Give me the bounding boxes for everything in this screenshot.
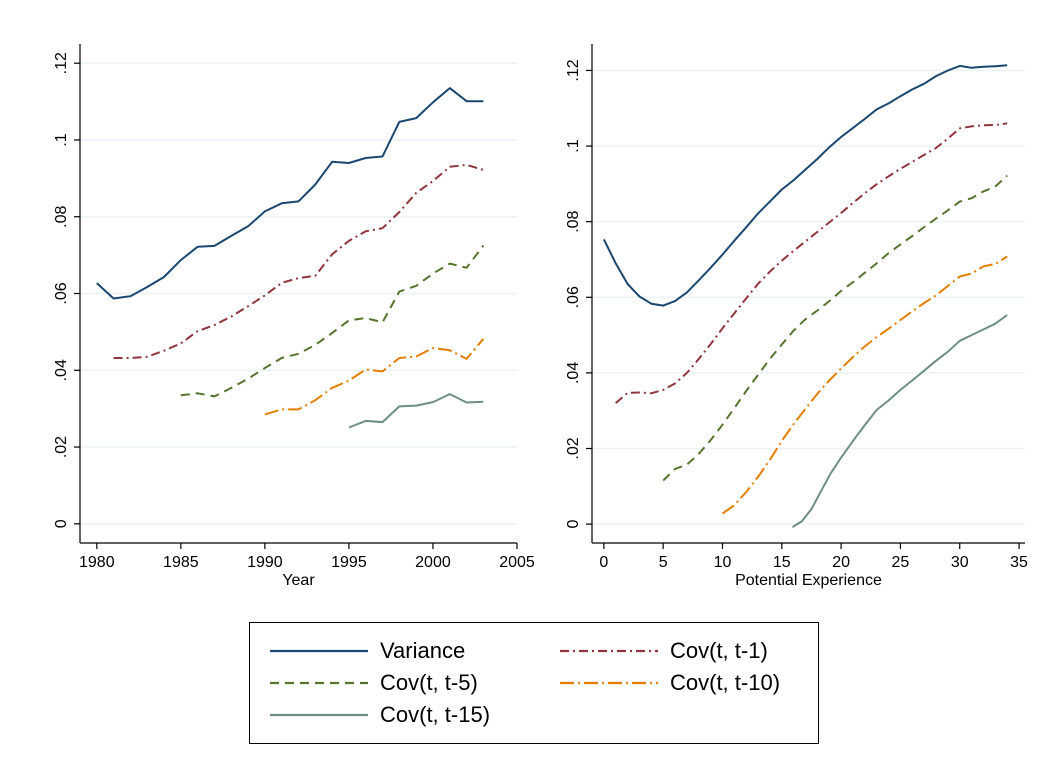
- legend-label-cov-t-t-5: Cov(t, t-5): [380, 670, 478, 695]
- legend-label-cov-t-t-10: Cov(t, t-10): [670, 670, 781, 695]
- y-tick-label-1: .02: [53, 436, 70, 458]
- legend-item-cov-t-t-5: Cov(t, t-5): [262, 667, 512, 699]
- x-tick-label-6: 30: [951, 554, 969, 571]
- y-tick-label-5: .1: [53, 133, 70, 146]
- legend-item-cov-t-t-10: Cov(t, t-10): [552, 667, 812, 699]
- series-line-variance: [603, 64, 1008, 307]
- x-tick-label-4: 2000: [415, 554, 451, 571]
- y-tick-label-4: .08: [53, 206, 70, 228]
- x-tick-label-2: 1990: [247, 554, 283, 571]
- x-tick-label-4: 20: [832, 554, 850, 571]
- x-tick-label-0: 0: [599, 554, 608, 571]
- left-panel-year: 0 .02 .04 .06 .08 .1 .12 1980 1985 1990 1995 2000 20…: [53, 44, 535, 589]
- x-tick-label-5: 2005: [499, 554, 535, 571]
- legend-label-cov-t-t-15: Cov(t, t-15): [380, 702, 491, 727]
- legend-swatch-cov-t-t-5: [270, 681, 368, 685]
- legend-swatch-variance: [270, 649, 368, 653]
- x-tick-label-2: 10: [714, 554, 732, 571]
- y-tick-label-3: .06: [565, 286, 582, 308]
- y-tick-label-2: .04: [565, 362, 582, 384]
- x-tick-label-1: 5: [659, 554, 668, 571]
- legend: Variance Cov(t, t-1) Cov(t, t-5) Cov(t, …: [249, 622, 819, 744]
- x-axis-title: Year: [282, 572, 315, 589]
- series-line-cov-t-t-5: [180, 244, 485, 398]
- y-tick-label-3: .06: [53, 282, 70, 304]
- x-tick-label-3: 15: [773, 554, 791, 571]
- x-axis-title: Potential Experience: [735, 572, 882, 589]
- y-tick-label-5: .1: [565, 139, 582, 152]
- legend-label-cov-t-t-1: Cov(t, t-1): [670, 638, 768, 663]
- y-tick-label-1: .02: [565, 437, 582, 459]
- legend-swatch-cov-t-t-1: [560, 649, 658, 653]
- legend-swatch-cov-t-t-10: [560, 681, 658, 685]
- y-tick-label-6: .12: [565, 59, 582, 81]
- series-line-cov-t-t-1: [113, 163, 484, 359]
- y-tick-label-0: 0: [565, 520, 582, 529]
- legend-item-cov-t-t-1: Cov(t, t-1): [552, 635, 812, 667]
- x-tick-label-5: 25: [892, 554, 910, 571]
- y-tick-label-0: 0: [53, 519, 70, 528]
- legend-item-cov-t-t-15: Cov(t, t-15): [262, 699, 512, 731]
- legend-label-variance: Variance: [380, 638, 466, 663]
- y-tick-label-2: .04: [53, 359, 70, 381]
- x-tick-label-7: 35: [1010, 554, 1028, 571]
- legend-swatch-cov-t-t-15: [270, 713, 368, 717]
- y-tick-label-4: .08: [565, 210, 582, 232]
- series-line-variance: [96, 87, 484, 300]
- series-line-cov-t-t-1: [615, 122, 1008, 404]
- series-line-cov-t-t-10: [721, 255, 1008, 515]
- series-line-cov-t-t-5: [662, 174, 1008, 482]
- x-tick-label-0: 1980: [79, 554, 115, 571]
- right-panel-potential-experience: 0 .02 .04 .06 .08 .1 .12 0 5 10 15 20 25 30 35 Potentia…: [565, 44, 1028, 589]
- series-line-cov-t-t-15: [348, 393, 484, 429]
- x-tick-label-3: 1995: [331, 554, 367, 571]
- legend-item-variance: Variance: [262, 635, 512, 667]
- series-line-cov-t-t-15: [791, 314, 1008, 528]
- y-tick-label-6: .12: [53, 52, 70, 74]
- x-tick-label-1: 1985: [163, 554, 199, 571]
- series-line-cov-t-t-10: [264, 338, 485, 416]
